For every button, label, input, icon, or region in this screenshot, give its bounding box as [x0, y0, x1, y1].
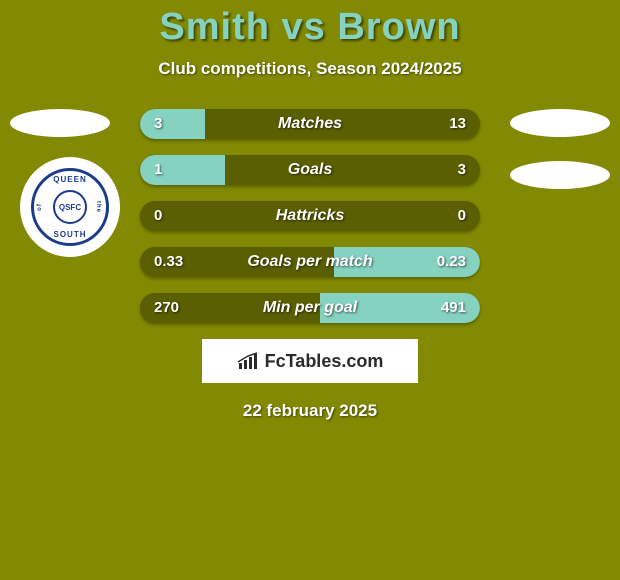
- stat-label: Hattricks: [140, 201, 480, 231]
- stat-label: Goals: [140, 155, 480, 185]
- date-text: 22 february 2025: [0, 401, 620, 421]
- stat-row: 3Matches13: [140, 109, 480, 139]
- crest-text-left: of: [37, 203, 43, 211]
- subtitle: Club competitions, Season 2024/2025: [0, 59, 620, 79]
- stat-row: 0Hattricks0: [140, 201, 480, 231]
- player-right-avatar-placeholder: [510, 109, 610, 137]
- stat-right-value: 0: [458, 201, 466, 231]
- stat-label: Matches: [140, 109, 480, 139]
- brand-box: FcTables.com: [202, 339, 418, 383]
- crest-text-bottom: SOUTH: [54, 230, 87, 239]
- crest-text-right: the: [95, 201, 101, 213]
- stat-right-value: 0.23: [437, 247, 466, 277]
- stat-label: Min per goal: [140, 293, 480, 323]
- player-left-avatar-placeholder: [10, 109, 110, 137]
- club-crest-icon: QUEEN SOUTH of the QSFC: [20, 157, 120, 257]
- brand-text: FcTables.com: [265, 351, 384, 372]
- crest-text-top: QUEEN: [53, 175, 86, 184]
- stat-right-value: 491: [441, 293, 466, 323]
- stat-row: 270Min per goal491: [140, 293, 480, 323]
- comparison-panel: QUEEN SOUTH of the QSFC 3Matches131Goals…: [0, 109, 620, 421]
- stat-right-value: 13: [449, 109, 466, 139]
- stat-row: 1Goals3: [140, 155, 480, 185]
- stat-row: 0.33Goals per match0.23: [140, 247, 480, 277]
- stat-label: Goals per match: [140, 247, 480, 277]
- page-title: Smith vs Brown: [0, 0, 620, 49]
- stat-right-value: 3: [458, 155, 466, 185]
- crest-core: QSFC: [53, 190, 87, 224]
- bar-chart-icon: [237, 352, 259, 370]
- player-right-club-placeholder: [510, 161, 610, 189]
- stats-bars: 3Matches131Goals30Hattricks00.33Goals pe…: [140, 109, 480, 323]
